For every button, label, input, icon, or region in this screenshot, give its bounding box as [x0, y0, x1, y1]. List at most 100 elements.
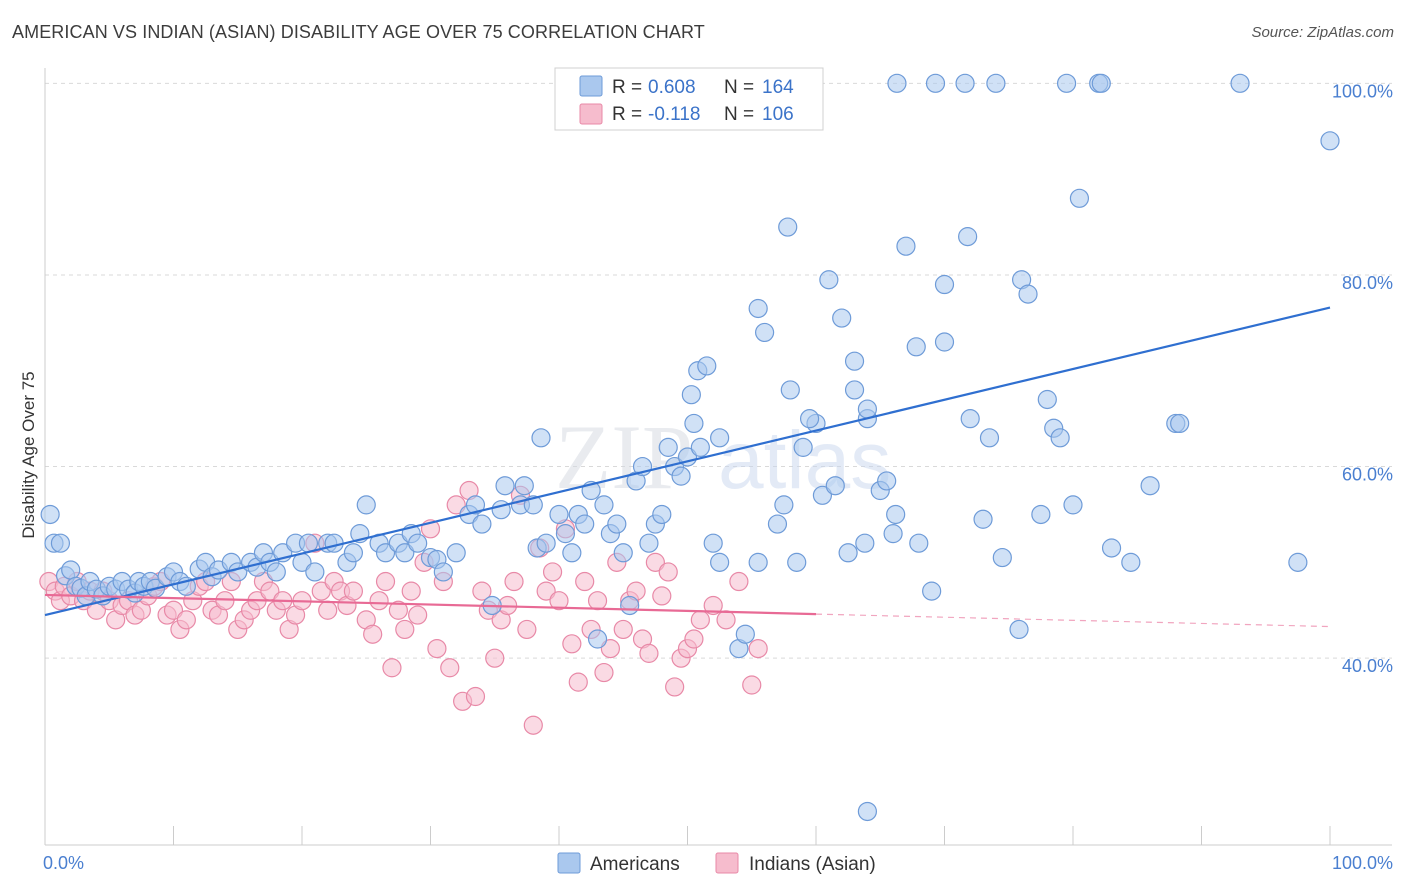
americans-point — [844, 351, 865, 371]
watermark-zip: ZIP — [555, 406, 693, 508]
americans-point — [1063, 495, 1083, 515]
indians-point — [684, 629, 704, 649]
americans-point — [324, 533, 344, 553]
americans-point — [1320, 131, 1340, 151]
indians-point — [600, 638, 621, 659]
americans-point — [838, 543, 858, 563]
americans-point — [778, 217, 798, 237]
americans-point — [343, 543, 363, 563]
americans-point — [375, 543, 396, 563]
y-tick-label: 60.0% — [1342, 465, 1393, 485]
indians-point — [388, 600, 408, 620]
legend-americans-r-label: R = — [612, 77, 642, 98]
americans-point — [886, 504, 906, 525]
americans-point — [799, 409, 820, 429]
americans-point — [825, 476, 845, 496]
legend-americans-swatch — [579, 75, 603, 97]
indians-point — [742, 675, 762, 695]
americans-point — [1121, 552, 1141, 572]
americans-point — [703, 533, 723, 553]
bottom-legend: Americans Indians (Asian) — [557, 852, 876, 875]
indians-point — [658, 562, 678, 582]
americans-point — [986, 73, 1006, 93]
indians-point — [536, 581, 556, 601]
americans-point — [992, 547, 1012, 568]
americans-point — [408, 533, 428, 553]
americans-point — [793, 437, 813, 457]
chart-title: AMERICAN VS INDIAN (ASIAN) DISABILITY AG… — [12, 22, 705, 42]
americans-point — [356, 495, 376, 515]
legend-indians-r: -0.118 — [648, 104, 700, 125]
americans-point — [652, 504, 672, 525]
americans-point — [1140, 476, 1160, 496]
bottom-legend-indians-swatch[interactable] — [715, 852, 739, 874]
legend-indians-swatch — [579, 103, 603, 125]
indians-point — [690, 610, 710, 630]
indians-point — [176, 610, 196, 630]
legend-indians-n: 106 — [762, 104, 794, 125]
americans-point — [536, 533, 556, 553]
indians-point — [440, 658, 460, 678]
indians-point — [465, 686, 486, 707]
bottom-legend-americans-label[interactable]: Americans — [590, 854, 680, 875]
americans-point — [887, 73, 907, 93]
y-tick-label: 80.0% — [1342, 273, 1393, 293]
americans-point — [61, 560, 81, 580]
indians-point — [716, 610, 736, 630]
americans-point — [812, 485, 833, 505]
americans-point — [832, 308, 852, 328]
americans-point — [748, 552, 768, 572]
y-tick-label: 100.0% — [1332, 81, 1393, 101]
source-label: Source: ZipAtlas.com — [1251, 24, 1394, 41]
americans-point — [767, 514, 788, 534]
indians-point — [665, 677, 685, 697]
americans-point — [906, 337, 926, 357]
indians-point — [375, 571, 396, 592]
indians-point — [363, 624, 383, 644]
indians-point — [318, 600, 338, 620]
indians-point — [485, 648, 505, 668]
americans-point — [955, 73, 975, 93]
americans-point — [395, 543, 415, 563]
bottom-legend-americans-swatch[interactable] — [557, 852, 581, 874]
indians-point — [427, 638, 447, 659]
americans-point — [607, 514, 627, 534]
americans-point — [671, 466, 691, 486]
indians-point — [575, 571, 595, 592]
indians-point — [613, 619, 633, 640]
indians-point — [639, 643, 659, 663]
americans-point — [50, 533, 71, 553]
americans-point — [697, 356, 717, 376]
americans-point — [1018, 284, 1038, 304]
americans-point — [690, 437, 710, 457]
americans-point — [549, 504, 569, 525]
americans-point — [594, 495, 614, 515]
americans-point — [495, 476, 515, 496]
indians-point — [703, 595, 723, 616]
indians-trend-line-dashed — [815, 613, 1331, 628]
americans-point — [1069, 188, 1090, 208]
indians-point — [542, 562, 563, 582]
indians-point — [652, 586, 672, 606]
americans-point — [844, 380, 865, 400]
indians-point — [311, 581, 331, 601]
americans-point — [1288, 552, 1308, 572]
americans-point — [754, 322, 775, 343]
legend-indians-r-label: R = — [612, 104, 642, 125]
indians-point — [587, 591, 608, 611]
americans-point — [1056, 73, 1077, 93]
bottom-legend-indians-label[interactable]: Indians (Asian) — [749, 854, 876, 875]
indians-point — [504, 571, 524, 592]
americans-point — [1031, 504, 1051, 525]
americans-point — [855, 533, 875, 553]
americans-point — [639, 533, 659, 553]
americans-point — [1091, 73, 1111, 93]
x-tick-label: 100.0% — [1332, 853, 1393, 873]
indians-point — [523, 715, 543, 735]
axes — [44, 68, 1392, 846]
americans-point — [658, 437, 678, 457]
americans-point — [819, 270, 839, 290]
indians-point — [568, 672, 588, 692]
americans-point — [1037, 389, 1057, 410]
